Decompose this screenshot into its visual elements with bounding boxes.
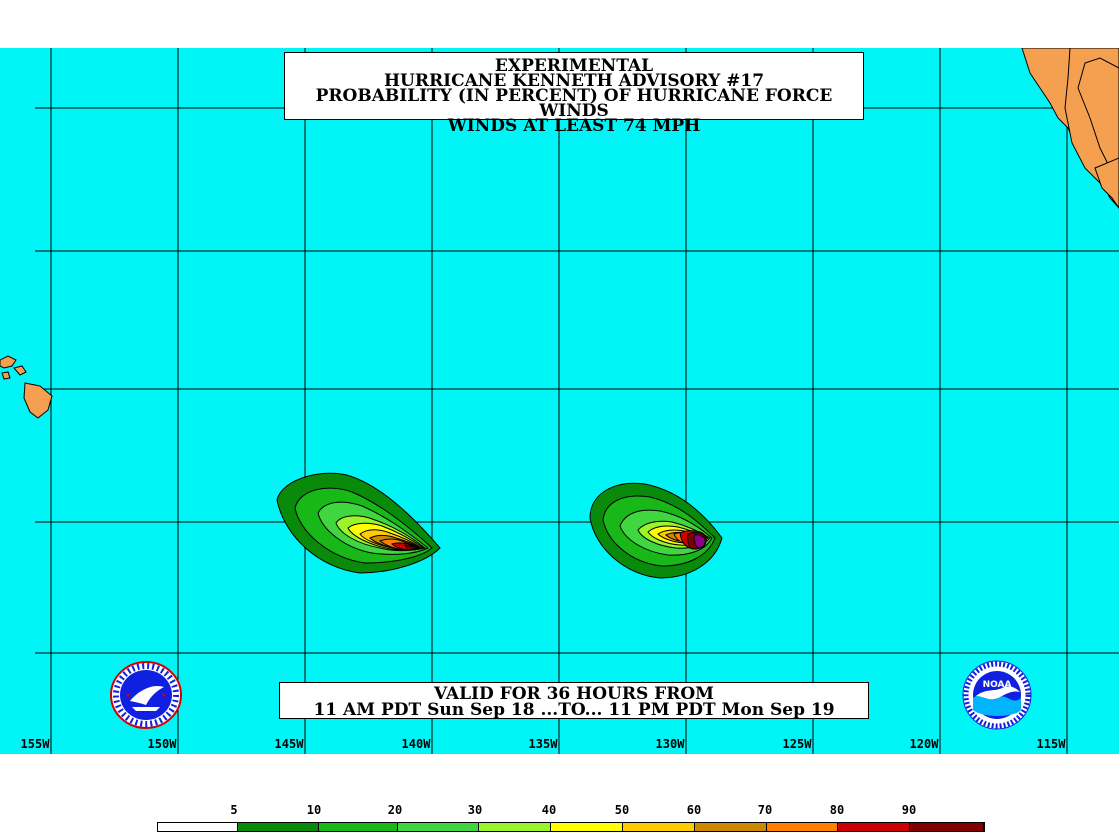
legend-label: 90 [901,803,917,817]
legend-label: 30 [467,803,483,817]
probability-swath-east [589,482,723,579]
legend-swatch [694,823,767,831]
legend-label: 40 [541,803,557,817]
longitude-label: 155W [20,737,50,751]
lat-lon-grid [35,48,1119,754]
longitude-label: 115W [1036,737,1066,751]
map-canvas [0,48,1119,754]
longitude-label: 150W [147,737,177,751]
legend-color-bar [157,822,985,832]
title-line-3: PROBABILITY (IN PERCENT) OF HURRICANE FO… [315,86,833,121]
probability-swath-west [276,472,441,574]
noaa-logo-text: NOAA [983,680,1012,690]
land-mexico [1021,48,1119,209]
longitude-label: 140W [401,737,431,751]
legend-swatch [838,823,911,831]
nws-logo-icon [110,661,182,729]
longitude-label: 125W [782,737,812,751]
land-hawaii [0,355,53,419]
legend-swatch [398,823,480,831]
longitude-label: 135W [528,737,558,751]
legend-label: 50 [614,803,630,817]
legend-swatch [910,823,985,831]
valid-time-box: VALID FOR 36 HOURS FROM 11 AM PDT Sun Se… [279,682,869,719]
valid-line-1: VALID FOR 36 HOURS FROM [434,684,714,704]
legend-swatch [158,823,238,831]
valid-line-2: 11 AM PDT Sun Sep 18 ...TO... 11 PM PDT … [313,700,835,720]
title-box: EXPERIMENTAL HURRICANE KENNETH ADVISORY … [284,52,864,135]
legend-swatch [237,823,319,831]
legend-swatch [551,823,623,831]
legend-swatch [766,823,839,831]
noaa-logo-icon: NOAA [962,660,1032,730]
longitude-label: 120W [909,737,939,751]
legend-label: 70 [757,803,773,817]
legend-label: 80 [829,803,845,817]
legend-label: 20 [387,803,403,817]
legend-label: 60 [686,803,702,817]
longitude-label: 130W [655,737,685,751]
legend-swatch [479,823,552,831]
title-line-4: WINDS AT LEAST 74 MPH [447,116,701,136]
map-area [0,48,1119,754]
title-line-2: HURRICANE KENNETH ADVISORY #17 [383,71,765,91]
legend-swatch [622,823,695,831]
legend-swatch [318,823,399,831]
title-line-1: EXPERIMENTAL [494,56,654,76]
legend-label: 10 [306,803,322,817]
legend-label: 5 [230,803,238,817]
longitude-label: 145W [274,737,304,751]
